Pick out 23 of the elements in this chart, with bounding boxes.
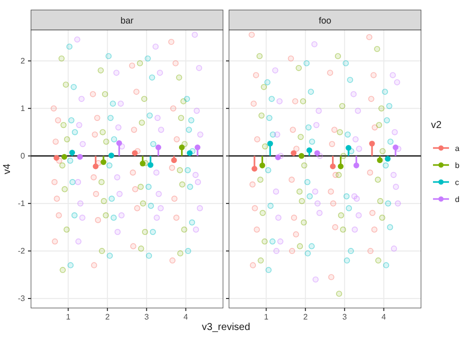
x-tick-label: 2 <box>303 312 308 322</box>
y-tick-label: 1 <box>20 104 26 113</box>
chart-title: bar <box>120 16 134 26</box>
x-tick-label: 2 <box>105 312 110 322</box>
x-tick-label: 4 <box>184 312 189 322</box>
y-tick-label: 0 <box>20 151 26 160</box>
y-tick-label: -1 <box>18 199 26 208</box>
x-tick-label: 3 <box>342 312 348 322</box>
x-tick-label: 1 <box>264 312 269 322</box>
y-tick-label: -3 <box>18 294 26 304</box>
y-tick-label: -2 <box>18 246 26 256</box>
legend-label: d <box>455 195 460 204</box>
x-tick-label: 4 <box>382 312 387 322</box>
x-tick-label: 1 <box>66 312 71 322</box>
legend-label: c <box>455 178 459 187</box>
legend-label: a <box>455 144 460 153</box>
legend-title: v2 <box>431 120 442 131</box>
x-tick-label: 3 <box>144 312 150 322</box>
legend-label: b <box>455 161 460 170</box>
y-axis-title: v4 <box>2 163 13 174</box>
y-tick-label: 2 <box>20 56 26 66</box>
chart-title: foo <box>318 16 332 26</box>
x-axis-title: v3_revised <box>202 322 250 333</box>
